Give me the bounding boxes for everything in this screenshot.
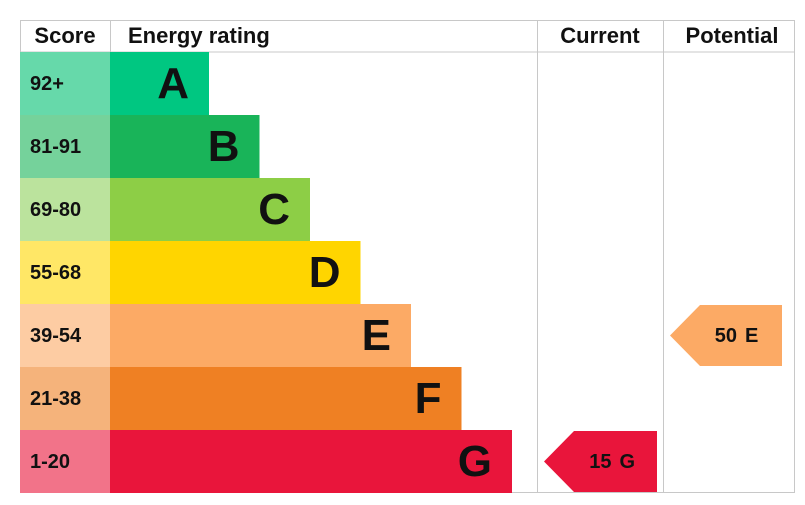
score-cell <box>20 304 110 367</box>
rating-bar <box>110 178 310 241</box>
rating-letter: E <box>362 311 391 360</box>
score-cell <box>20 52 110 115</box>
rating-letter: B <box>208 122 240 171</box>
rating-letter: C <box>258 185 290 234</box>
header-potential: Potential <box>686 23 779 48</box>
score-range: 81-91 <box>30 136 81 158</box>
score-cell <box>20 430 110 493</box>
score-range: 55-68 <box>30 262 81 284</box>
potential-arrow <box>670 305 782 366</box>
rating-bar <box>110 241 361 304</box>
score-cell <box>20 115 110 178</box>
score-cell <box>20 178 110 241</box>
rating-bar <box>110 115 260 178</box>
current-arrow <box>544 431 657 492</box>
potential-rating: E <box>745 325 758 347</box>
score-range: 39-54 <box>30 325 82 347</box>
rating-bar <box>110 52 209 115</box>
rating-letter: A <box>157 59 189 108</box>
potential-value: 50 <box>715 325 737 347</box>
rating-bar <box>110 367 462 430</box>
score-cell <box>20 241 110 304</box>
score-range: 21-38 <box>30 388 81 410</box>
score-range: 69-80 <box>30 199 81 221</box>
current-value: 15 <box>589 451 611 473</box>
rating-bar <box>110 430 512 493</box>
score-range: 92+ <box>30 73 64 95</box>
score-range: 1-20 <box>30 451 70 473</box>
current-rating: G <box>620 451 636 473</box>
rating-letter: F <box>415 374 442 423</box>
header-current: Current <box>560 23 640 48</box>
score-cell <box>20 367 110 430</box>
rating-bar <box>110 304 411 367</box>
header-energy-rating: Energy rating <box>128 23 270 48</box>
rating-letter: D <box>309 248 341 297</box>
header-score: Score <box>34 23 95 48</box>
rating-letter: G <box>458 437 492 486</box>
